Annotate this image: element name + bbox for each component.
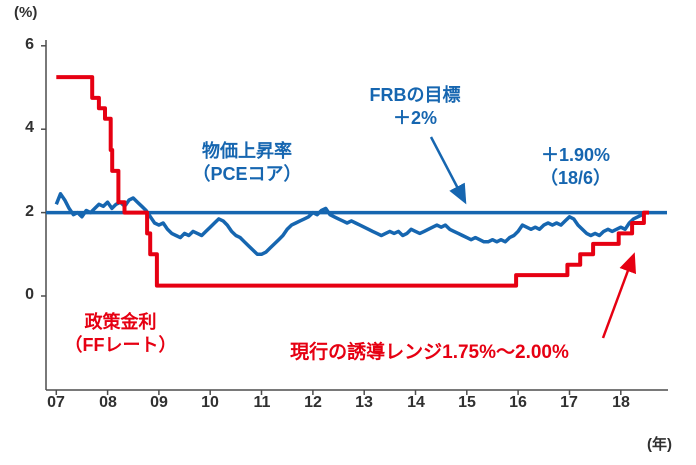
- x-tick-label: 11: [253, 394, 271, 411]
- ff-rate-line: [56, 75, 649, 288]
- x-tick-label: 08: [99, 394, 117, 411]
- x-tick-label: 16: [509, 394, 527, 411]
- policy-rate-line1: 政策金利: [84, 312, 157, 332]
- x-tick-label: 18: [612, 394, 630, 411]
- y-tick-label: 6: [25, 36, 34, 53]
- x-tick-label: 12: [304, 394, 322, 411]
- target-range-arrow: [601, 252, 636, 339]
- latest-value-label: ＋1.90% （18/6）: [508, 144, 643, 190]
- y-axis-unit-label: (%): [14, 4, 38, 21]
- x-tick-label: 10: [201, 394, 219, 411]
- policy-rate-line2: （FFレート）: [64, 335, 177, 356]
- frb-target-label: FRBの目標 ＋2%: [325, 84, 505, 130]
- y-tick-label: 0: [25, 286, 34, 303]
- frb-target-label-line1: FRBの目標: [369, 85, 461, 105]
- x-tick-label: 14: [407, 394, 425, 411]
- pce-core-inflation-line: [54, 192, 643, 257]
- y-tick-label: 4: [25, 119, 34, 136]
- target-range-label: 現行の誘導レンジ1.75%～2.00%: [232, 341, 627, 365]
- latest-value-line2: （18/6）: [539, 168, 612, 189]
- pce-label: 物価上昇率 （PCEコア）: [163, 140, 331, 186]
- pce-label-line2: （PCEコア）: [192, 164, 302, 185]
- y-tick-label: 2: [25, 203, 34, 220]
- frb-target-arrow: [429, 136, 467, 205]
- x-tick-label: 07: [47, 394, 65, 411]
- policy-rate-label: 政策金利 （FFレート）: [43, 311, 198, 357]
- x-tick-label: 15: [458, 394, 476, 411]
- pce-label-line1: 物価上昇率: [202, 141, 292, 161]
- latest-value-line1: ＋1.90%: [540, 145, 611, 165]
- target-range-line1: 現行の誘導レンジ1.75%～2.00%: [290, 342, 569, 363]
- x-tick-label: 09: [150, 394, 168, 411]
- frb-target-label-line2: ＋2%: [392, 108, 437, 129]
- x-tick-label: 17: [560, 394, 578, 411]
- x-tick-label: 13: [355, 394, 373, 411]
- x-axis-unit-label: (年): [647, 436, 672, 453]
